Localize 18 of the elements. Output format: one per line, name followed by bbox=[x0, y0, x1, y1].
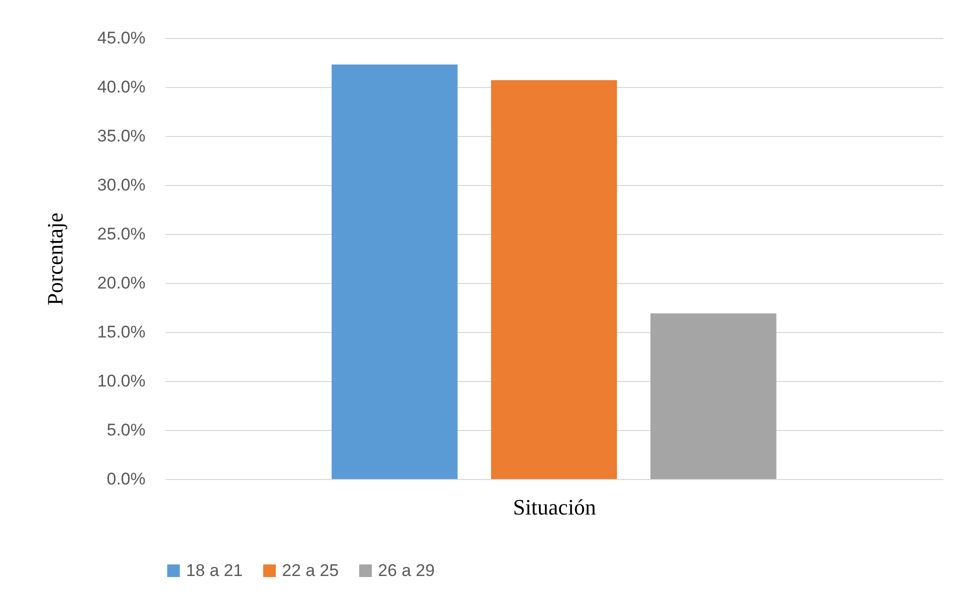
y-tick-label: 35.0% bbox=[97, 126, 146, 146]
y-tick-label: 5.0% bbox=[106, 420, 146, 440]
bar bbox=[332, 64, 458, 479]
y-tick-label: 0.0% bbox=[106, 470, 146, 488]
y-tick-label: 15.0% bbox=[97, 322, 146, 342]
legend-label: 18 a 21 bbox=[186, 560, 243, 580]
bar bbox=[491, 80, 617, 479]
bar bbox=[650, 313, 776, 479]
legend-label: 26 a 29 bbox=[378, 560, 435, 580]
y-tick-label: 20.0% bbox=[97, 274, 146, 292]
y-tick-label: 40.0% bbox=[97, 78, 146, 96]
legend-label: 22 a 25 bbox=[282, 560, 339, 580]
y-tick-label: 45.0% bbox=[97, 28, 146, 48]
x-axis-title: Situación bbox=[512, 494, 596, 520]
y-tick-label: 25.0% bbox=[97, 224, 146, 244]
y-axis-title: Porcentaje bbox=[42, 212, 68, 306]
y-tick-label: 10.0% bbox=[97, 372, 146, 390]
y-tick-label: 30.0% bbox=[97, 176, 146, 194]
